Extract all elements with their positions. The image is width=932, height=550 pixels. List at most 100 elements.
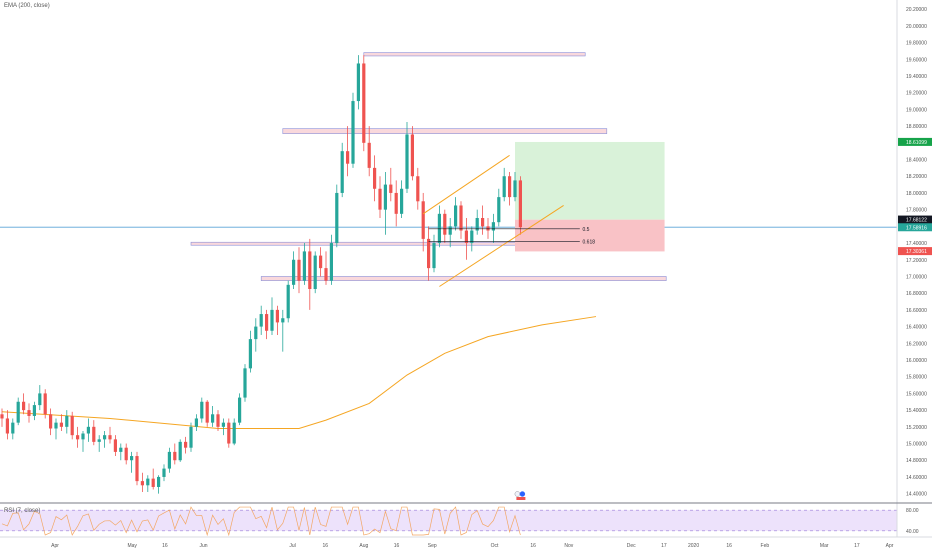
price-tick-label: 18.20000 <box>906 174 927 180</box>
price-tick-label: 17.40000 <box>906 241 927 247</box>
candle-body <box>454 205 458 227</box>
rsi-legend-label[interactable]: RSI (7, close) <box>4 508 41 514</box>
price-label-badge <box>898 215 932 224</box>
candle-body <box>135 456 139 482</box>
price-tick-label: 18.00000 <box>906 191 927 197</box>
price-label-text: 18.61099 <box>906 140 927 146</box>
price-tick-label: 14.60000 <box>906 475 927 481</box>
price-tick-label: 18.80000 <box>906 124 927 130</box>
candle-body <box>432 243 436 269</box>
channel-upper-line <box>422 154 510 215</box>
candle-body <box>259 314 263 327</box>
price-tick-label: 16.20000 <box>906 341 927 347</box>
candle-body <box>227 422 231 444</box>
candle-body <box>497 197 501 223</box>
price-tick-label: 14.40000 <box>906 492 927 498</box>
profit-target-area <box>515 141 665 220</box>
price-tick-label: 15.00000 <box>906 442 927 448</box>
price-label-badge <box>898 247 932 256</box>
candle-body <box>92 426 96 442</box>
price-tick-label: 16.80000 <box>906 291 927 297</box>
time-tick-label: May <box>127 543 137 549</box>
price-tick-label: 16.00000 <box>906 358 927 364</box>
candle-body <box>464 230 468 244</box>
price-zone <box>363 52 586 57</box>
candle-body <box>221 422 225 427</box>
candle-body <box>362 63 366 143</box>
candle-body <box>491 222 495 231</box>
time-tick-label: 17 <box>854 543 860 549</box>
candle-body <box>0 414 4 419</box>
candle-body <box>38 393 42 406</box>
candle-body <box>373 167 377 189</box>
marker-badge <box>519 491 526 497</box>
candle-body <box>108 435 112 440</box>
candle-body <box>103 435 107 440</box>
candle-body <box>70 415 74 436</box>
candle-body <box>518 180 522 228</box>
candle-body <box>178 441 182 461</box>
price-label-badge <box>898 223 932 232</box>
time-tick-label: 16 <box>726 543 732 549</box>
price-tick-label: 15.60000 <box>906 391 927 397</box>
time-tick-label: 16 <box>394 543 400 549</box>
candle-body <box>470 230 474 244</box>
price-axis[interactable]: 20.20000 20.00000 19.80000 19.60000 19.40000… <box>898 7 932 498</box>
time-tick-label: 16 <box>322 543 328 549</box>
channel-lower-line <box>439 205 564 287</box>
price-tick-label: 14.80000 <box>906 458 927 464</box>
time-tick-label: 16 <box>162 543 168 549</box>
price-label-text: 17.58916 <box>906 225 927 231</box>
time-axis[interactable]: Apr May 16 Jun Jul 16 Aug 16 Sep Oct 16 Nov Dec 17 202… <box>51 543 894 549</box>
price-tick-label: 18.40000 <box>906 158 927 164</box>
price-tick-label: 20.00000 <box>906 24 927 30</box>
candle-body <box>194 418 198 427</box>
time-tick-label: Feb <box>761 543 770 549</box>
candle-body <box>173 451 177 461</box>
candle-body <box>383 184 387 210</box>
price-tick-label: 19.00000 <box>906 107 927 113</box>
candle-body <box>205 401 209 423</box>
ema-legend-label[interactable]: EMA (200, close) <box>4 3 50 9</box>
candle-body <box>448 226 452 235</box>
stop-loss-area <box>515 219 665 252</box>
trend-channel <box>422 154 564 287</box>
candle-body <box>130 456 134 461</box>
fib-level-label: 0.5 <box>583 227 590 233</box>
candle-body <box>329 243 333 281</box>
price-tick-label: 19.20000 <box>906 91 927 97</box>
price-tick-label: 16.40000 <box>906 325 927 331</box>
candle-body <box>113 439 117 452</box>
price-label-text: 17.68122 <box>906 218 927 224</box>
candle-body <box>324 268 328 281</box>
candle-body <box>265 314 269 331</box>
price-zone <box>282 128 608 134</box>
price-tick-label: 15.20000 <box>906 425 927 431</box>
candle-body <box>475 218 479 231</box>
price-tick-label: 19.60000 <box>906 57 927 63</box>
price-tick-label: 19.40000 <box>906 74 927 80</box>
candle-body <box>76 435 80 440</box>
candle-body <box>275 309 279 323</box>
candle-body <box>211 414 215 423</box>
time-tick-label: 17 <box>661 543 667 549</box>
candle-body <box>59 422 63 427</box>
candle-body <box>281 318 285 323</box>
candle-body <box>437 213 441 244</box>
time-tick-label: Aug <box>359 543 368 549</box>
candle-body <box>308 251 312 289</box>
position-box <box>515 141 665 252</box>
earnings-marker-icon[interactable] <box>514 491 526 501</box>
time-tick-label: Jun <box>199 543 207 549</box>
candle-body <box>356 63 360 102</box>
candle-body <box>151 478 155 487</box>
rsi-pane: 80.00 40.00 <box>0 506 919 537</box>
time-tick-label: Apr <box>886 543 894 549</box>
price-tick-label: 19.80000 <box>906 41 927 47</box>
candle-body <box>400 188 404 214</box>
candle-body <box>119 447 123 452</box>
candle-body <box>508 176 512 198</box>
candle-body <box>302 251 306 281</box>
rsi-tick-label: 40.00 <box>906 529 919 535</box>
